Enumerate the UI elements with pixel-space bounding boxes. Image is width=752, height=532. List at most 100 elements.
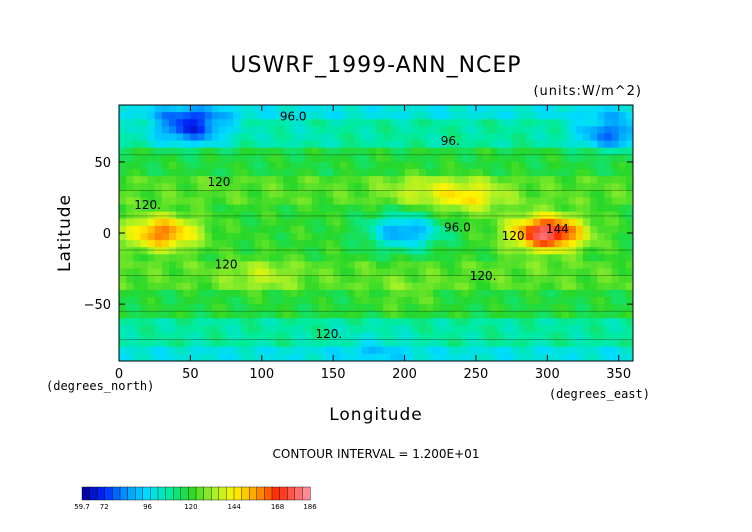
field-cell [425, 147, 434, 156]
field-cell [525, 126, 534, 135]
field-cell [268, 261, 277, 270]
field-cell [583, 126, 591, 135]
field-cell [590, 304, 598, 312]
field-cell [276, 304, 284, 312]
field-cell [568, 112, 577, 120]
field-cell [511, 261, 520, 270]
field-cell [226, 282, 234, 291]
field-cell [525, 183, 534, 191]
field-cell [411, 190, 420, 199]
field-cell [276, 133, 284, 142]
field-cell [447, 353, 456, 361]
field-cell [226, 218, 234, 227]
field-cell [333, 233, 341, 241]
field-cell [183, 176, 191, 184]
field-cell [211, 318, 220, 327]
field-cell [290, 105, 299, 113]
field-cell [583, 190, 591, 199]
field-cell [297, 311, 306, 319]
field-cell [318, 218, 327, 227]
field-cell [547, 247, 556, 255]
field-cell [625, 339, 633, 348]
field-cell [454, 133, 463, 142]
field-cell [197, 353, 206, 361]
field-cell [218, 275, 227, 284]
field-cell [318, 268, 327, 277]
field-cell [290, 225, 299, 234]
field-cell [147, 169, 156, 177]
field-cell [597, 282, 606, 291]
field-cell [561, 297, 570, 305]
field-cell [504, 119, 513, 127]
field-cell [483, 119, 491, 127]
field-cell [190, 204, 199, 213]
field-cell [554, 240, 563, 248]
field-cell [525, 297, 534, 305]
field-cell [376, 176, 384, 184]
field-cell [433, 289, 441, 298]
field-cell [126, 353, 134, 361]
field-cell [418, 119, 427, 127]
field-cell [197, 147, 206, 156]
field-cell [425, 161, 434, 170]
field-cell [140, 304, 149, 312]
field-cell [468, 318, 477, 327]
field-cell [161, 211, 170, 220]
field-cell [361, 147, 370, 156]
field-cell [483, 218, 491, 227]
field-cell [433, 211, 441, 220]
field-cell [183, 289, 191, 298]
field-cell [268, 339, 277, 348]
field-cell [511, 297, 520, 305]
field-cell [540, 119, 548, 127]
field-cell [547, 346, 556, 355]
field-cell [354, 133, 363, 142]
field-cell [190, 240, 199, 248]
field-cell [461, 204, 470, 213]
field-cell [354, 297, 363, 305]
field-cell [218, 169, 227, 177]
field-cell [197, 112, 206, 120]
field-cell [211, 190, 220, 199]
field-cell [340, 218, 349, 227]
field-cell [547, 275, 556, 284]
field-cell [404, 218, 413, 227]
field-cell [575, 154, 584, 163]
field-cell [268, 325, 277, 334]
field-cell [183, 154, 191, 163]
field-cell [318, 225, 327, 234]
field-cell [461, 190, 470, 199]
field-cell [297, 197, 306, 206]
field-cell [233, 353, 241, 361]
field-cell [418, 240, 427, 248]
field-cell [383, 133, 391, 142]
field-cell [547, 268, 556, 277]
field-cell [133, 318, 142, 327]
field-cell [483, 325, 491, 334]
field-cell [168, 261, 177, 270]
field-cell [347, 197, 356, 206]
field-cell [254, 254, 263, 263]
field-cell [283, 289, 291, 298]
field-cell [568, 325, 577, 334]
field-cell [447, 176, 456, 184]
field-cell [490, 346, 498, 355]
field-cell [311, 318, 320, 327]
field-cell [226, 183, 234, 191]
field-cell [347, 176, 356, 184]
field-cell [497, 339, 506, 348]
field-cell [604, 161, 613, 170]
field-cell [340, 154, 349, 163]
field-cell [533, 133, 541, 142]
field-cell [390, 225, 399, 234]
field-cell [383, 247, 391, 255]
field-cell [154, 297, 163, 305]
field-cell [268, 105, 277, 113]
field-cell [276, 211, 284, 220]
field-cell [625, 147, 633, 156]
field-cell [390, 247, 399, 255]
field-cell [404, 147, 413, 156]
field-cell [211, 218, 220, 227]
field-cell [525, 282, 534, 291]
field-cell [247, 161, 256, 170]
